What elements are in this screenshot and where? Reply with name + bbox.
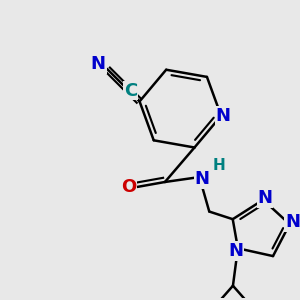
Text: N: N (195, 170, 210, 188)
Text: O: O (121, 178, 136, 196)
Text: N: N (216, 107, 231, 125)
Text: N: N (285, 213, 300, 231)
Text: N: N (258, 189, 273, 207)
Text: N: N (228, 242, 243, 260)
Text: H: H (213, 158, 226, 173)
Text: N: N (91, 55, 106, 73)
Text: C: C (124, 82, 137, 100)
